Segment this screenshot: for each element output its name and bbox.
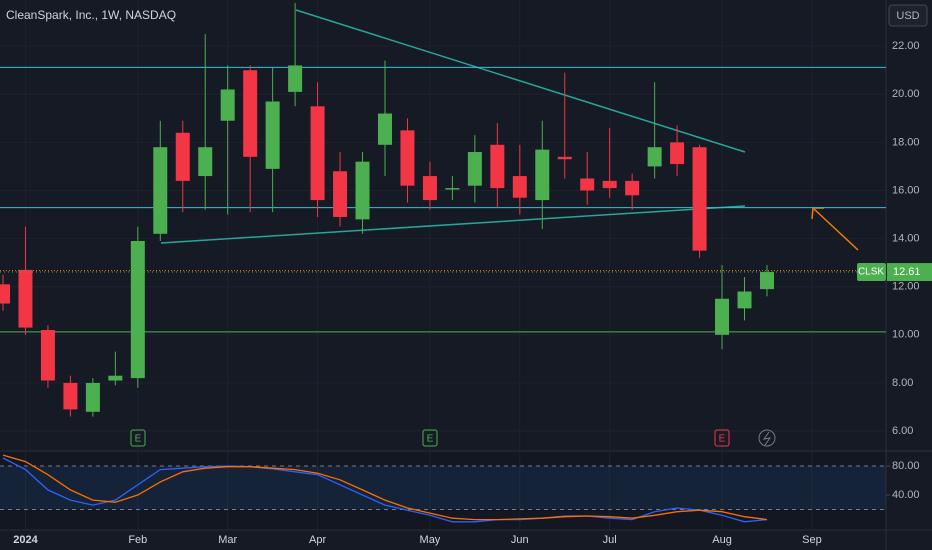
y-tick-label: 22.00 [892,40,920,52]
x-tick-label: Jun [511,534,529,546]
candle-body [535,149,550,201]
y-tick-label: 8.00 [892,377,913,389]
price-badge [887,263,932,282]
candle-body [288,65,303,92]
y-tick-label: 6.00 [892,425,913,437]
svg-text:E: E [719,434,726,445]
x-tick-label: Apr [309,534,326,546]
indicator-pane [0,452,886,530]
chart-title: CleanSpark, Inc., 1W, NASDAQ [6,8,176,22]
candle-body [108,375,123,381]
earnings-marker[interactable]: E [714,429,730,447]
candle-body [580,178,595,191]
x-tick-label: 2024 [13,534,38,546]
candle-body [759,272,774,290]
candle-body [692,147,707,251]
candle-body [85,382,100,412]
candle-body [422,176,437,201]
candle-body [153,147,168,234]
dividend-marker[interactable] [758,429,776,447]
x-tick-label: Sep [802,534,822,546]
y-tick-label: 14.00 [892,233,920,245]
candle-body [715,298,730,335]
candle-body [0,284,10,304]
candle-body [333,171,348,217]
x-tick-label: May [420,534,441,546]
candle-body [310,106,325,201]
y-tick-label: 12.00 [892,281,920,293]
candle-body [355,161,370,220]
indicator-line [2,454,768,521]
last-price-label: 12.61 [893,266,921,278]
candle-body [130,241,145,379]
svg-text:E: E [135,434,142,445]
y-tick-label: 18.00 [892,136,920,148]
candle-body [557,156,572,160]
earnings-marker[interactable]: E [130,429,146,447]
x-tick-label: Mar [218,534,237,546]
y-tick-label: 16.00 [892,184,920,196]
candle-body [602,180,617,189]
candle-body [198,147,213,177]
candle-body [647,147,662,167]
x-tick-label: Aug [712,534,732,546]
candle-body [670,142,685,165]
candle-body [400,130,415,186]
candle-body [737,291,752,309]
y-tick-label: 10.00 [892,329,920,341]
x-tick-label: Jul [603,534,617,546]
candle-body [18,269,33,328]
svg-text:E: E [427,434,434,445]
currency-button[interactable]: USD [888,4,928,27]
candle-body [243,70,258,157]
candle-body [445,188,460,190]
currency-label: USD [896,10,919,22]
candle-body [625,180,640,196]
candle-body [175,132,190,181]
earnings-marker[interactable]: E [422,429,438,447]
y-tick-label: 20.00 [892,88,920,100]
symbol-badge [857,263,886,282]
candle-body [512,176,527,198]
x-tick-label: Feb [128,534,147,546]
indicator-tick-label: 80.00 [892,460,920,472]
candle-body [63,382,78,410]
indicator-tick-label: 40.00 [892,489,920,501]
candle-body [220,89,235,121]
candle-body [40,330,55,381]
indicator-band [0,465,886,510]
trend-line [160,205,746,244]
candle-body [467,152,482,186]
symbol-label: CLSK [858,267,884,278]
trend-line [295,9,746,153]
candle-body [377,113,392,145]
candle-body [490,144,505,189]
candle-body [265,101,280,169]
